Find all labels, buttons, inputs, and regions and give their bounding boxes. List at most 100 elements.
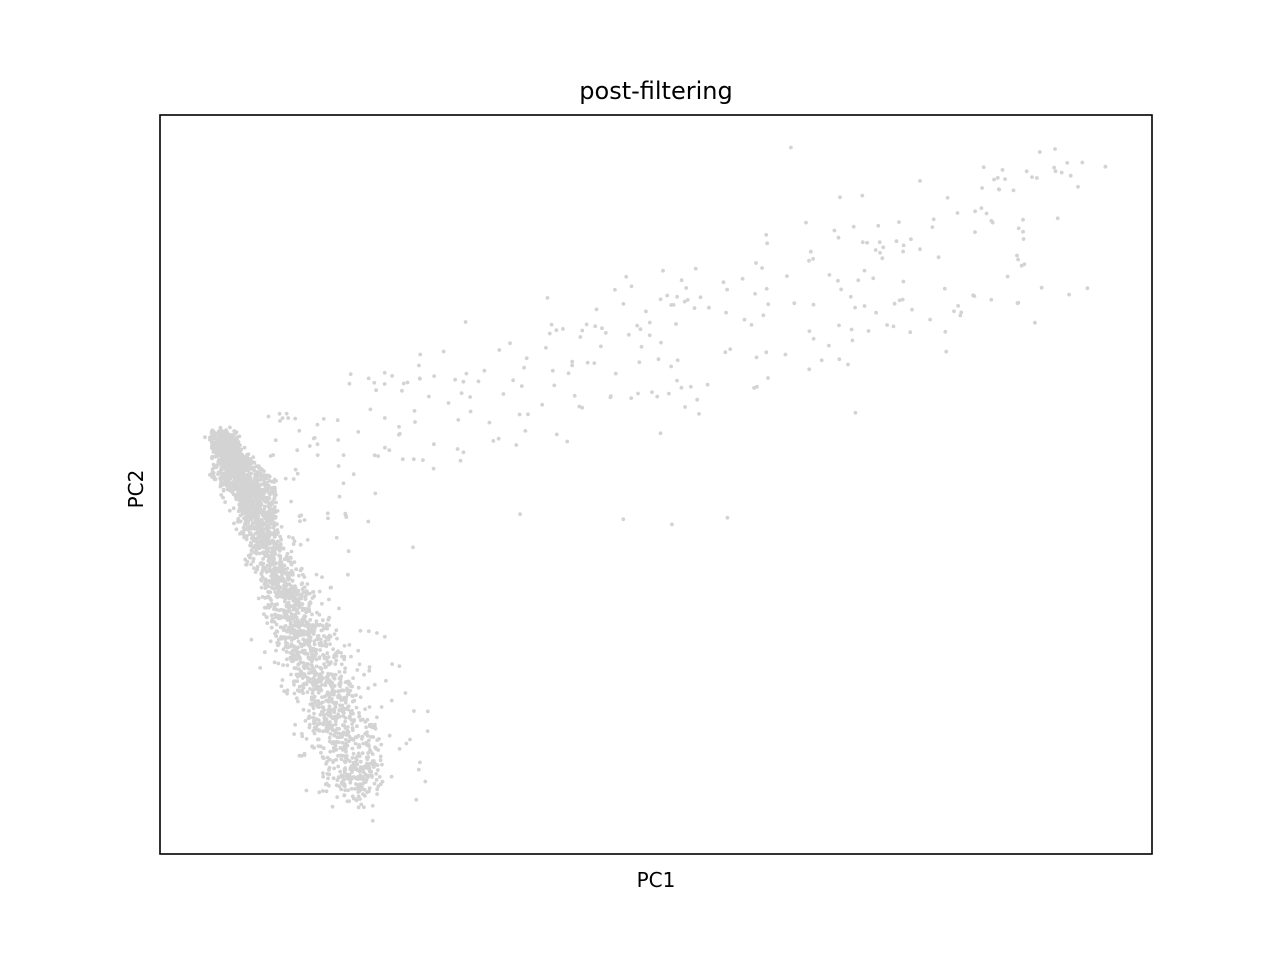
scatter-point — [283, 624, 288, 628]
scatter-point — [283, 476, 288, 481]
scatter-point — [302, 585, 307, 590]
scatter-point — [288, 555, 293, 560]
scatter-point — [336, 438, 341, 442]
scatter-point — [289, 549, 294, 554]
scatter-point — [307, 641, 312, 645]
scatter-point — [334, 783, 339, 788]
scatter-point — [242, 455, 247, 460]
scatter-point — [360, 751, 365, 756]
scatter-point — [328, 739, 332, 744]
scatter-point — [297, 514, 302, 519]
scatter-point — [325, 511, 330, 516]
scatter-point — [647, 333, 652, 338]
scatter-point — [321, 417, 326, 421]
scatter-point — [514, 443, 519, 447]
scatter-point — [316, 744, 321, 749]
scatter-point — [290, 578, 295, 583]
scatter-point — [265, 500, 270, 505]
scatter-point — [262, 469, 266, 474]
scatter-point — [268, 639, 273, 644]
scatter-point — [267, 535, 271, 540]
scatter-point — [760, 266, 764, 270]
scatter-point — [627, 332, 631, 337]
scatter-point — [210, 467, 215, 472]
scatter-point — [327, 623, 331, 628]
scatter-point — [804, 220, 808, 225]
scatter-point — [387, 448, 392, 453]
scatter-point — [403, 691, 408, 695]
scatter-point — [266, 602, 271, 607]
scatter-point — [839, 287, 843, 292]
scatter-point — [302, 637, 307, 642]
scatter-point — [330, 741, 335, 746]
scatter-point — [299, 642, 304, 647]
scatter-point — [269, 532, 273, 536]
scatter-point — [298, 673, 303, 678]
scatter-point — [344, 697, 348, 702]
scatter-point — [376, 454, 380, 458]
scatter-point — [580, 328, 585, 333]
scatter-point — [302, 614, 307, 618]
scatter-point — [638, 327, 643, 332]
scatter-point — [224, 484, 229, 488]
scatter-point — [354, 762, 359, 767]
scatter-point — [227, 475, 232, 479]
scatter-point — [245, 534, 249, 538]
scatter-point — [264, 554, 269, 558]
scatter-point — [291, 542, 296, 546]
scatter-point — [1021, 237, 1026, 241]
scatter-point — [284, 650, 289, 654]
scatter-point — [317, 790, 322, 795]
scatter-point — [303, 597, 308, 601]
scatter-point — [928, 317, 932, 322]
scatter-point — [389, 698, 394, 703]
scatter-point — [296, 639, 301, 644]
scatter-point — [251, 487, 256, 492]
scatter-point — [408, 737, 412, 742]
scatter-point — [274, 629, 279, 634]
scatter-point — [347, 734, 352, 739]
scatter-point — [334, 701, 338, 706]
scatter-point — [295, 471, 300, 476]
scatter-point — [287, 604, 292, 609]
scatter-point — [229, 485, 233, 489]
scatter-point — [476, 379, 481, 384]
scatter-point — [277, 569, 281, 574]
scatter-point — [341, 730, 346, 735]
scatter-point — [1067, 292, 1071, 297]
scatter-point — [348, 372, 353, 376]
scatter-point — [258, 477, 263, 482]
scatter-point — [1065, 161, 1070, 165]
scatter-point — [255, 526, 260, 530]
scatter-point — [421, 458, 425, 462]
scatter-point — [608, 395, 613, 400]
scatter-point — [316, 634, 320, 638]
scatter-point — [245, 525, 250, 529]
scatter-point — [363, 731, 368, 736]
scatter-point — [288, 622, 293, 626]
scatter-point — [459, 391, 464, 395]
scatter-point — [314, 717, 319, 721]
scatter-point — [324, 725, 329, 730]
scatter-point — [273, 438, 278, 443]
scatter-point — [259, 585, 264, 590]
scatter-point — [321, 756, 326, 761]
scatter-point — [253, 519, 257, 524]
scatter-point — [203, 435, 207, 440]
scatter-point — [754, 261, 758, 265]
scatter-point — [261, 557, 265, 561]
scatter-point — [356, 751, 361, 756]
scatter-point — [356, 733, 361, 738]
scatter-point — [252, 550, 257, 555]
scatter-point — [309, 659, 314, 663]
scatter-point — [303, 623, 308, 628]
scatter-point — [366, 686, 371, 691]
scatter-point — [333, 662, 338, 666]
scatter-point — [273, 568, 278, 573]
scatter-point — [227, 488, 232, 493]
scatter-point — [862, 304, 867, 308]
scatter-point — [275, 640, 280, 645]
scatter-point — [266, 584, 270, 589]
scatter-point — [754, 355, 759, 360]
scatter-point — [341, 453, 346, 457]
